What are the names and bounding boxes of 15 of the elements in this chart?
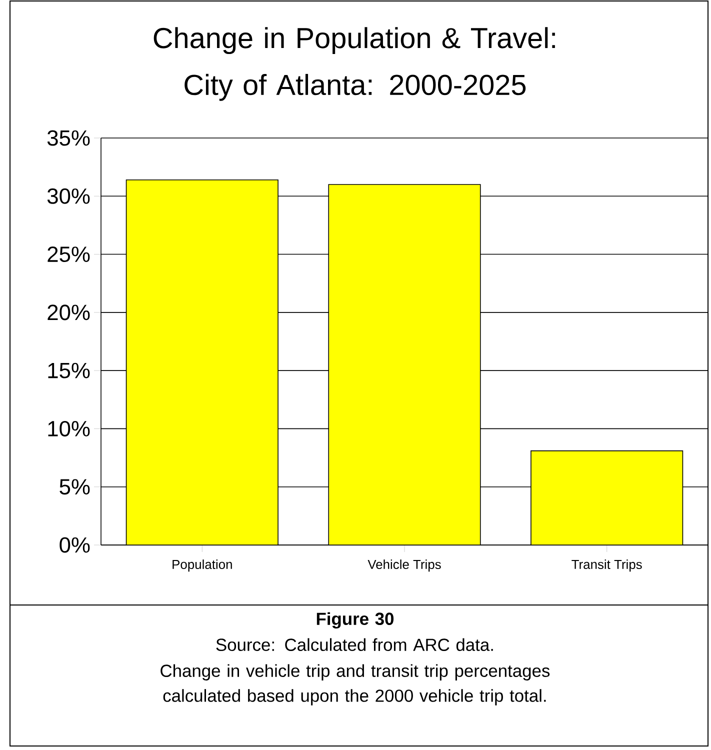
y-tick-label: 0% — [60, 537, 90, 553]
y-tick-label: 30% — [47, 188, 90, 204]
y-tick-label: 20% — [48, 304, 90, 320]
caption: Figure 30 — [316, 612, 394, 629]
x-tick-label: Transit Trips — [572, 560, 642, 572]
y-tick-label: 25% — [48, 246, 90, 262]
y-tick-label: 10% — [48, 420, 90, 436]
x-tick-label: Vehicle Trips — [368, 560, 441, 572]
text: Change in vehicle trip and transit trip percentages calculated based upon the 2000 vehicle trip total. — [160, 664, 550, 706]
y-tick-label: 15% — [48, 362, 90, 378]
source-note: Source: Calculated from ARC data. — [216, 638, 493, 652]
chart-title: Change in Population & Travel: City of Atlanta: 2000-2025 — [154, 27, 555, 101]
x-tick-label: Population — [172, 560, 232, 572]
y-tick-label: 5% — [60, 479, 90, 495]
y-tick-label: 35% — [47, 130, 90, 146]
